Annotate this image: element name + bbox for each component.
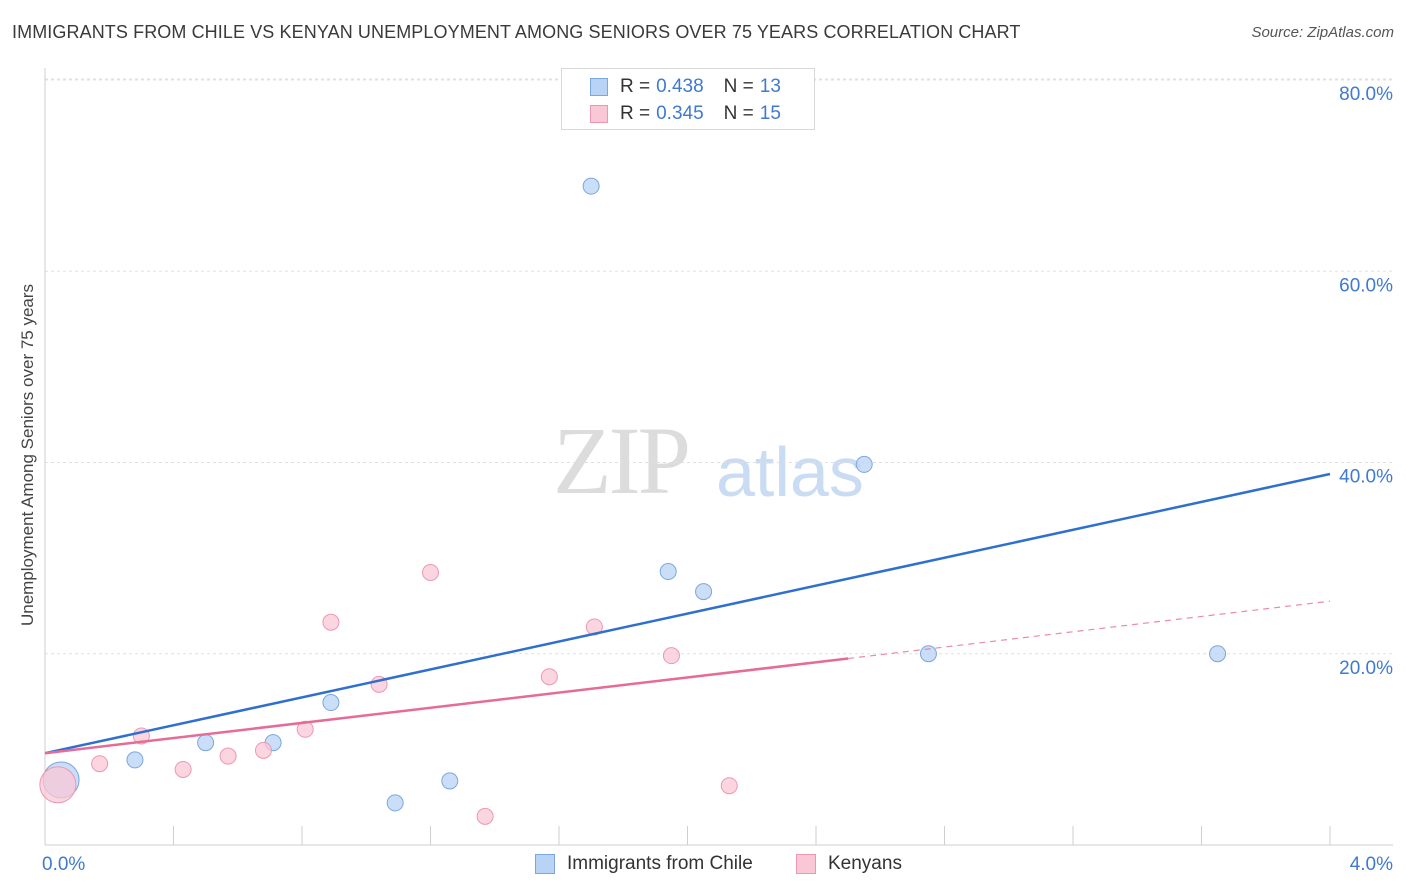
kenyans-trend-extension [848, 600, 1331, 660]
chile-point [659, 563, 677, 581]
bottom-legend-chile[interactable]: Immigrants from Chile [535, 852, 753, 876]
bottom-legend-swatch-chile [535, 854, 555, 874]
legend-n-label: N = [723, 103, 754, 124]
kenyans-point [174, 760, 192, 778]
bottom-legend-kenyans[interactable]: Kenyans [796, 852, 902, 876]
chile-point [322, 694, 340, 712]
kenyans-point [422, 563, 439, 581]
y-tick-label: 20.0% [1339, 658, 1393, 679]
chile-point [1209, 645, 1227, 663]
chile-point [386, 794, 404, 812]
correlation-legend: R = 0.438 N = 13 R = 0.345 N = 15 [561, 68, 815, 130]
bottom-legend-label-chile: Immigrants from Chile [567, 853, 753, 874]
kenyans-point [219, 747, 237, 765]
kenyans-trend-line [44, 657, 849, 755]
legend-n-value: 15 [759, 103, 781, 124]
chile-point [855, 455, 873, 473]
chile-point [695, 583, 713, 601]
chile-point [582, 177, 600, 195]
kenyans-point [254, 741, 272, 759]
x-tick-label: 0.0% [42, 854, 85, 875]
y-tick-label: 80.0% [1339, 84, 1393, 105]
chile-point [919, 645, 937, 663]
legend-row-kenyans: R = 0.345 N = 15 [562, 102, 781, 126]
watermark-zip: ZIP [553, 407, 691, 514]
chile-trend-line [44, 472, 1331, 755]
legend-r-value: 0.438 [656, 76, 704, 97]
legend-n-value: 13 [759, 76, 781, 97]
legend-swatch-kenyans [590, 105, 608, 123]
kenyans-point [720, 777, 738, 795]
legend-swatch-chile [590, 78, 608, 96]
y-tick-label: 40.0% [1339, 467, 1393, 488]
chile-point [441, 772, 459, 790]
kenyans-point [540, 668, 558, 686]
y-tick-label: 60.0% [1339, 275, 1393, 296]
kenyans-point [322, 613, 340, 631]
legend-r-label: R = [620, 76, 651, 97]
kenyans-point [662, 647, 680, 665]
watermark-atlas: atlas [716, 433, 864, 511]
legend-row-chile: R = 0.438 N = 13 [562, 75, 781, 99]
kenyans-point [39, 766, 77, 804]
source-label: Source: ZipAtlas.com [1251, 24, 1394, 41]
kenyans-point [91, 755, 109, 773]
legend-r-label: R = [620, 103, 651, 124]
bottom-legend-label-kenyans: Kenyans [828, 853, 902, 874]
chile-point [197, 734, 215, 752]
x-tick-label: 4.0% [1350, 854, 1393, 875]
legend-r-value: 0.345 [656, 103, 704, 124]
chart-title: IMMIGRANTS FROM CHILE VS KENYAN UNEMPLOY… [12, 22, 1021, 42]
bottom-legend-swatch-kenyans [796, 854, 816, 874]
legend-n-label: N = [723, 76, 754, 97]
chile-point [126, 751, 144, 769]
kenyans-point [476, 807, 494, 825]
